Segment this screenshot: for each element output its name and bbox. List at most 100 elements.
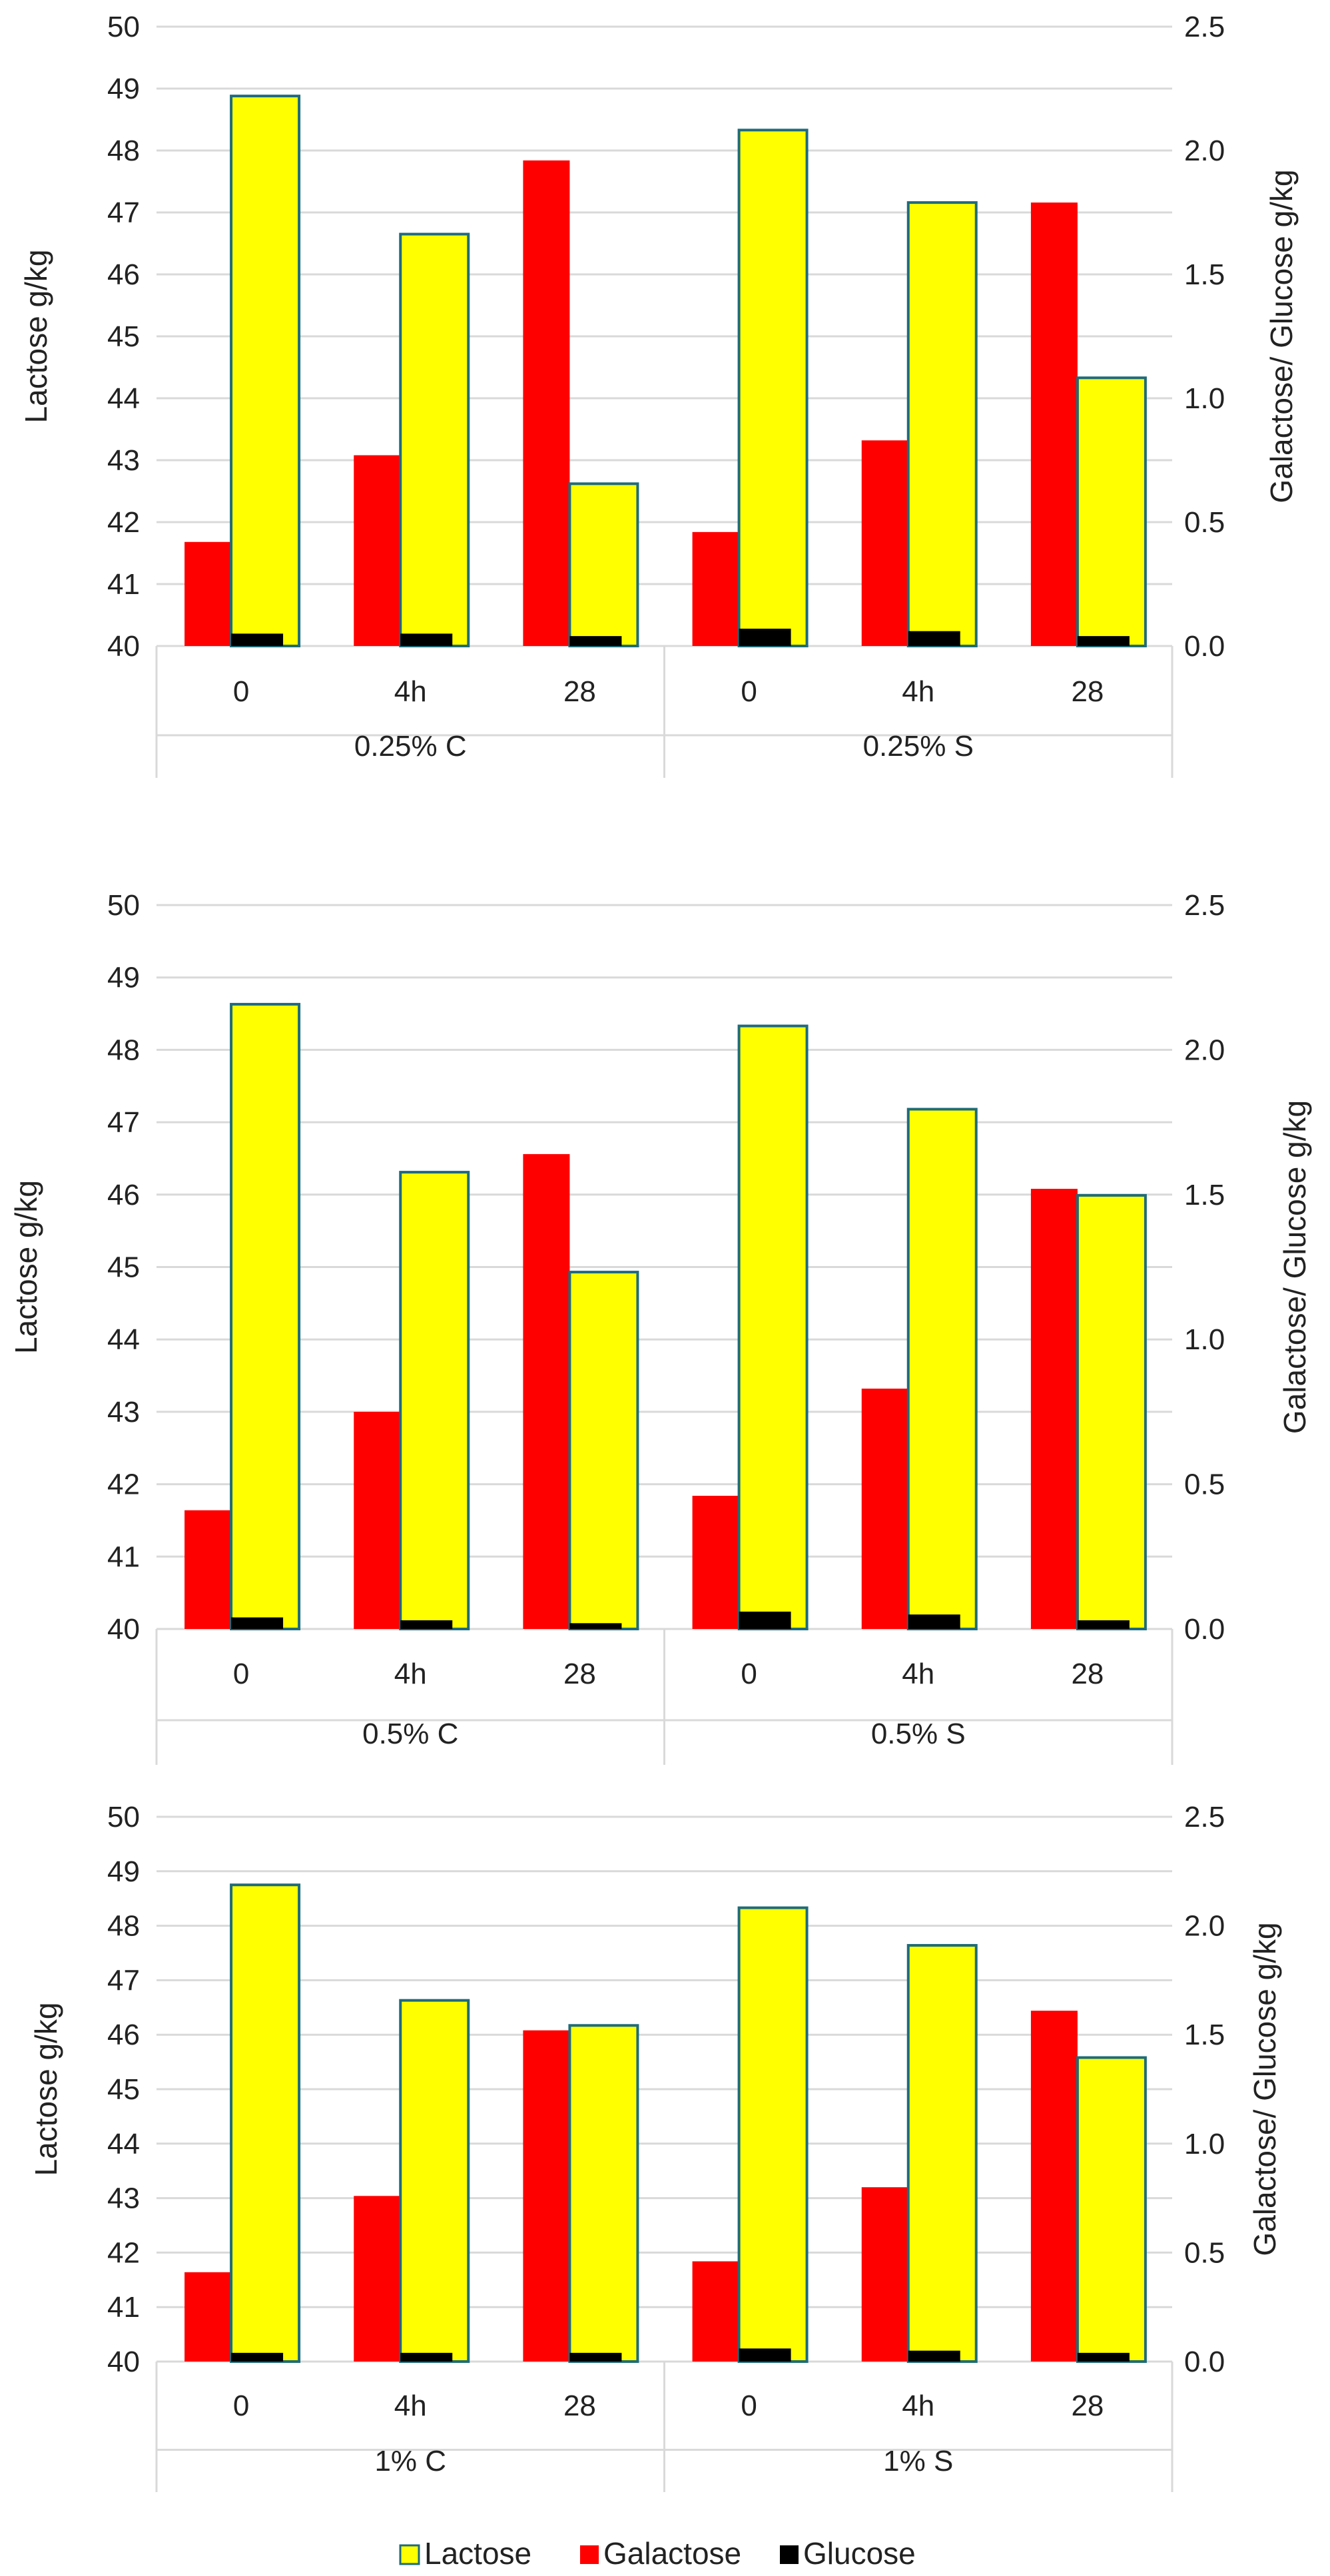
y-axis-title: Lactose g/kg (29, 2003, 63, 2176)
bar-lactose (230, 95, 301, 648)
x-category-label: 28 (563, 1658, 596, 1690)
y-tick-label: 40 (107, 2346, 140, 2378)
y2-tick-label: 1.5 (1184, 1179, 1225, 1211)
bar-galactose (1030, 202, 1078, 646)
legend: Lactose Galactose Glucose (399, 2536, 916, 2571)
y2-axis-title: Galactose/ Glucose g/kg (1247, 1922, 1282, 2256)
x-category-label: 0 (741, 1658, 757, 1690)
y-tick-label: 46 (107, 258, 140, 291)
y2-tick-label: 0.0 (1184, 1613, 1225, 1646)
bar-glucose (739, 628, 791, 646)
y2-tick-label: 1.0 (1184, 2128, 1225, 2160)
x-category-label: 0 (741, 675, 757, 708)
y-tick-label: 44 (107, 2128, 140, 2160)
bar-glucose (569, 636, 622, 646)
bar-lactose (568, 2024, 639, 2363)
y-tick-label: 41 (107, 1540, 140, 1573)
bar-galactose (861, 2187, 908, 2362)
bar-glucose (400, 633, 453, 646)
y2-tick-label: 2.5 (1184, 11, 1225, 43)
bar-galactose (354, 2196, 401, 2362)
x-category-label: 4h (394, 675, 427, 708)
legend-swatch-galactose (580, 2545, 599, 2564)
bar-lactose (230, 1883, 301, 2363)
y-tick-label: 43 (107, 2182, 140, 2215)
x-category-label: 4h (394, 2390, 427, 2422)
y-tick-label: 47 (107, 1964, 140, 1997)
legend-label-glucose: Glucose (803, 2536, 916, 2571)
y-tick-label: 50 (107, 889, 140, 922)
y2-axis-title: Galactose/ Glucose g/kg (1264, 169, 1299, 503)
y-tick-label: 46 (107, 2019, 140, 2051)
legend-label-lactose: Lactose (424, 2536, 531, 2571)
bar-galactose (692, 2261, 739, 2362)
y-tick-label: 42 (107, 2236, 140, 2269)
y-tick-label: 46 (107, 1179, 140, 1211)
bar-glucose (569, 1623, 622, 1629)
x-group-label: 0.5% C (362, 1718, 458, 1750)
x-group-label: 0.25% C (354, 730, 467, 763)
bar-glucose (739, 1611, 791, 1629)
bar-glucose (569, 2352, 622, 2362)
bar-glucose (231, 1617, 284, 1629)
bar-galactose (184, 2272, 232, 2362)
bar-lactose (737, 1024, 809, 1631)
y2-tick-label: 1.0 (1184, 1323, 1225, 1356)
y2-tick-label: 0.5 (1184, 2236, 1225, 2269)
y2-tick-label: 0.5 (1184, 506, 1225, 539)
y-tick-label: 45 (107, 2073, 140, 2106)
y2-tick-label: 2.0 (1184, 135, 1225, 167)
y-tick-label: 44 (107, 382, 140, 415)
y2-tick-label: 2.5 (1184, 1801, 1225, 1833)
bar-lactose (737, 1906, 809, 2363)
chart-panel-1: 40 41 42 43 44 45 46 47 48 49 50 0.0 0.5 1.0 1.5 2.0 2.5… (19, 11, 1299, 778)
y-axis-title: Lactose g/kg (19, 250, 53, 424)
x-category-label: 4h (902, 675, 934, 708)
y-tick-label: 47 (107, 1106, 140, 1139)
y-tick-label: 40 (107, 1613, 140, 1646)
x-category-label: 4h (902, 1658, 934, 1690)
y-tick-label: 42 (107, 506, 140, 539)
y2-tick-label: 1.5 (1184, 258, 1225, 291)
x-group-label: 0.5% S (871, 1718, 966, 1750)
y-tick-label: 44 (107, 1323, 140, 1356)
bar-lactose (399, 1171, 470, 1630)
y-tick-label: 48 (107, 1034, 140, 1066)
bar-galactose (184, 1510, 232, 1629)
bar-glucose (908, 631, 960, 646)
y-axis-title: Lactose g/kg (9, 1180, 43, 1354)
bar-lactose (1076, 1193, 1147, 1630)
bar-lactose (906, 201, 978, 647)
y2-axis-title: Galactose/ Glucose g/kg (1277, 1100, 1312, 1434)
legend-swatch-lactose (399, 2544, 420, 2565)
bar-lactose (737, 129, 809, 647)
bar-lactose (568, 482, 639, 648)
bar-glucose (400, 1620, 453, 1629)
y2-tick-label: 0.0 (1184, 630, 1225, 663)
y2-tick-label: 0.0 (1184, 2346, 1225, 2378)
y-tick-label: 40 (107, 630, 140, 663)
bar-galactose (184, 541, 232, 646)
x-category-label: 28 (1071, 1658, 1104, 1690)
bar-glucose (231, 2352, 284, 2362)
y2-tick-label: 2.0 (1184, 1910, 1225, 1943)
bar-lactose (399, 232, 470, 647)
bar-glucose (1077, 636, 1130, 646)
y-tick-label: 45 (107, 1251, 140, 1284)
bar-galactose (1030, 1189, 1078, 1629)
charts-container: 40 41 42 43 44 45 46 47 48 49 50 0.0 0.5 1.0 1.5 2.0 2.5… (9, 11, 1312, 2492)
bar-lactose (906, 1944, 978, 2364)
y-tick-label: 41 (107, 568, 140, 601)
bar-galactose (523, 160, 570, 646)
y2-tick-label: 1.5 (1184, 2019, 1225, 2051)
x-category-label: 4h (394, 1658, 427, 1690)
bar-galactose (692, 531, 739, 646)
x-category-label: 0 (741, 2390, 757, 2422)
y-tick-label: 48 (107, 1910, 140, 1943)
x-category-label: 0 (233, 1658, 249, 1690)
y2-tick-label: 2.0 (1184, 1034, 1225, 1066)
y-tick-label: 50 (107, 11, 140, 43)
bar-lactose (230, 1002, 301, 1630)
y-tick-label: 49 (107, 1855, 140, 1888)
